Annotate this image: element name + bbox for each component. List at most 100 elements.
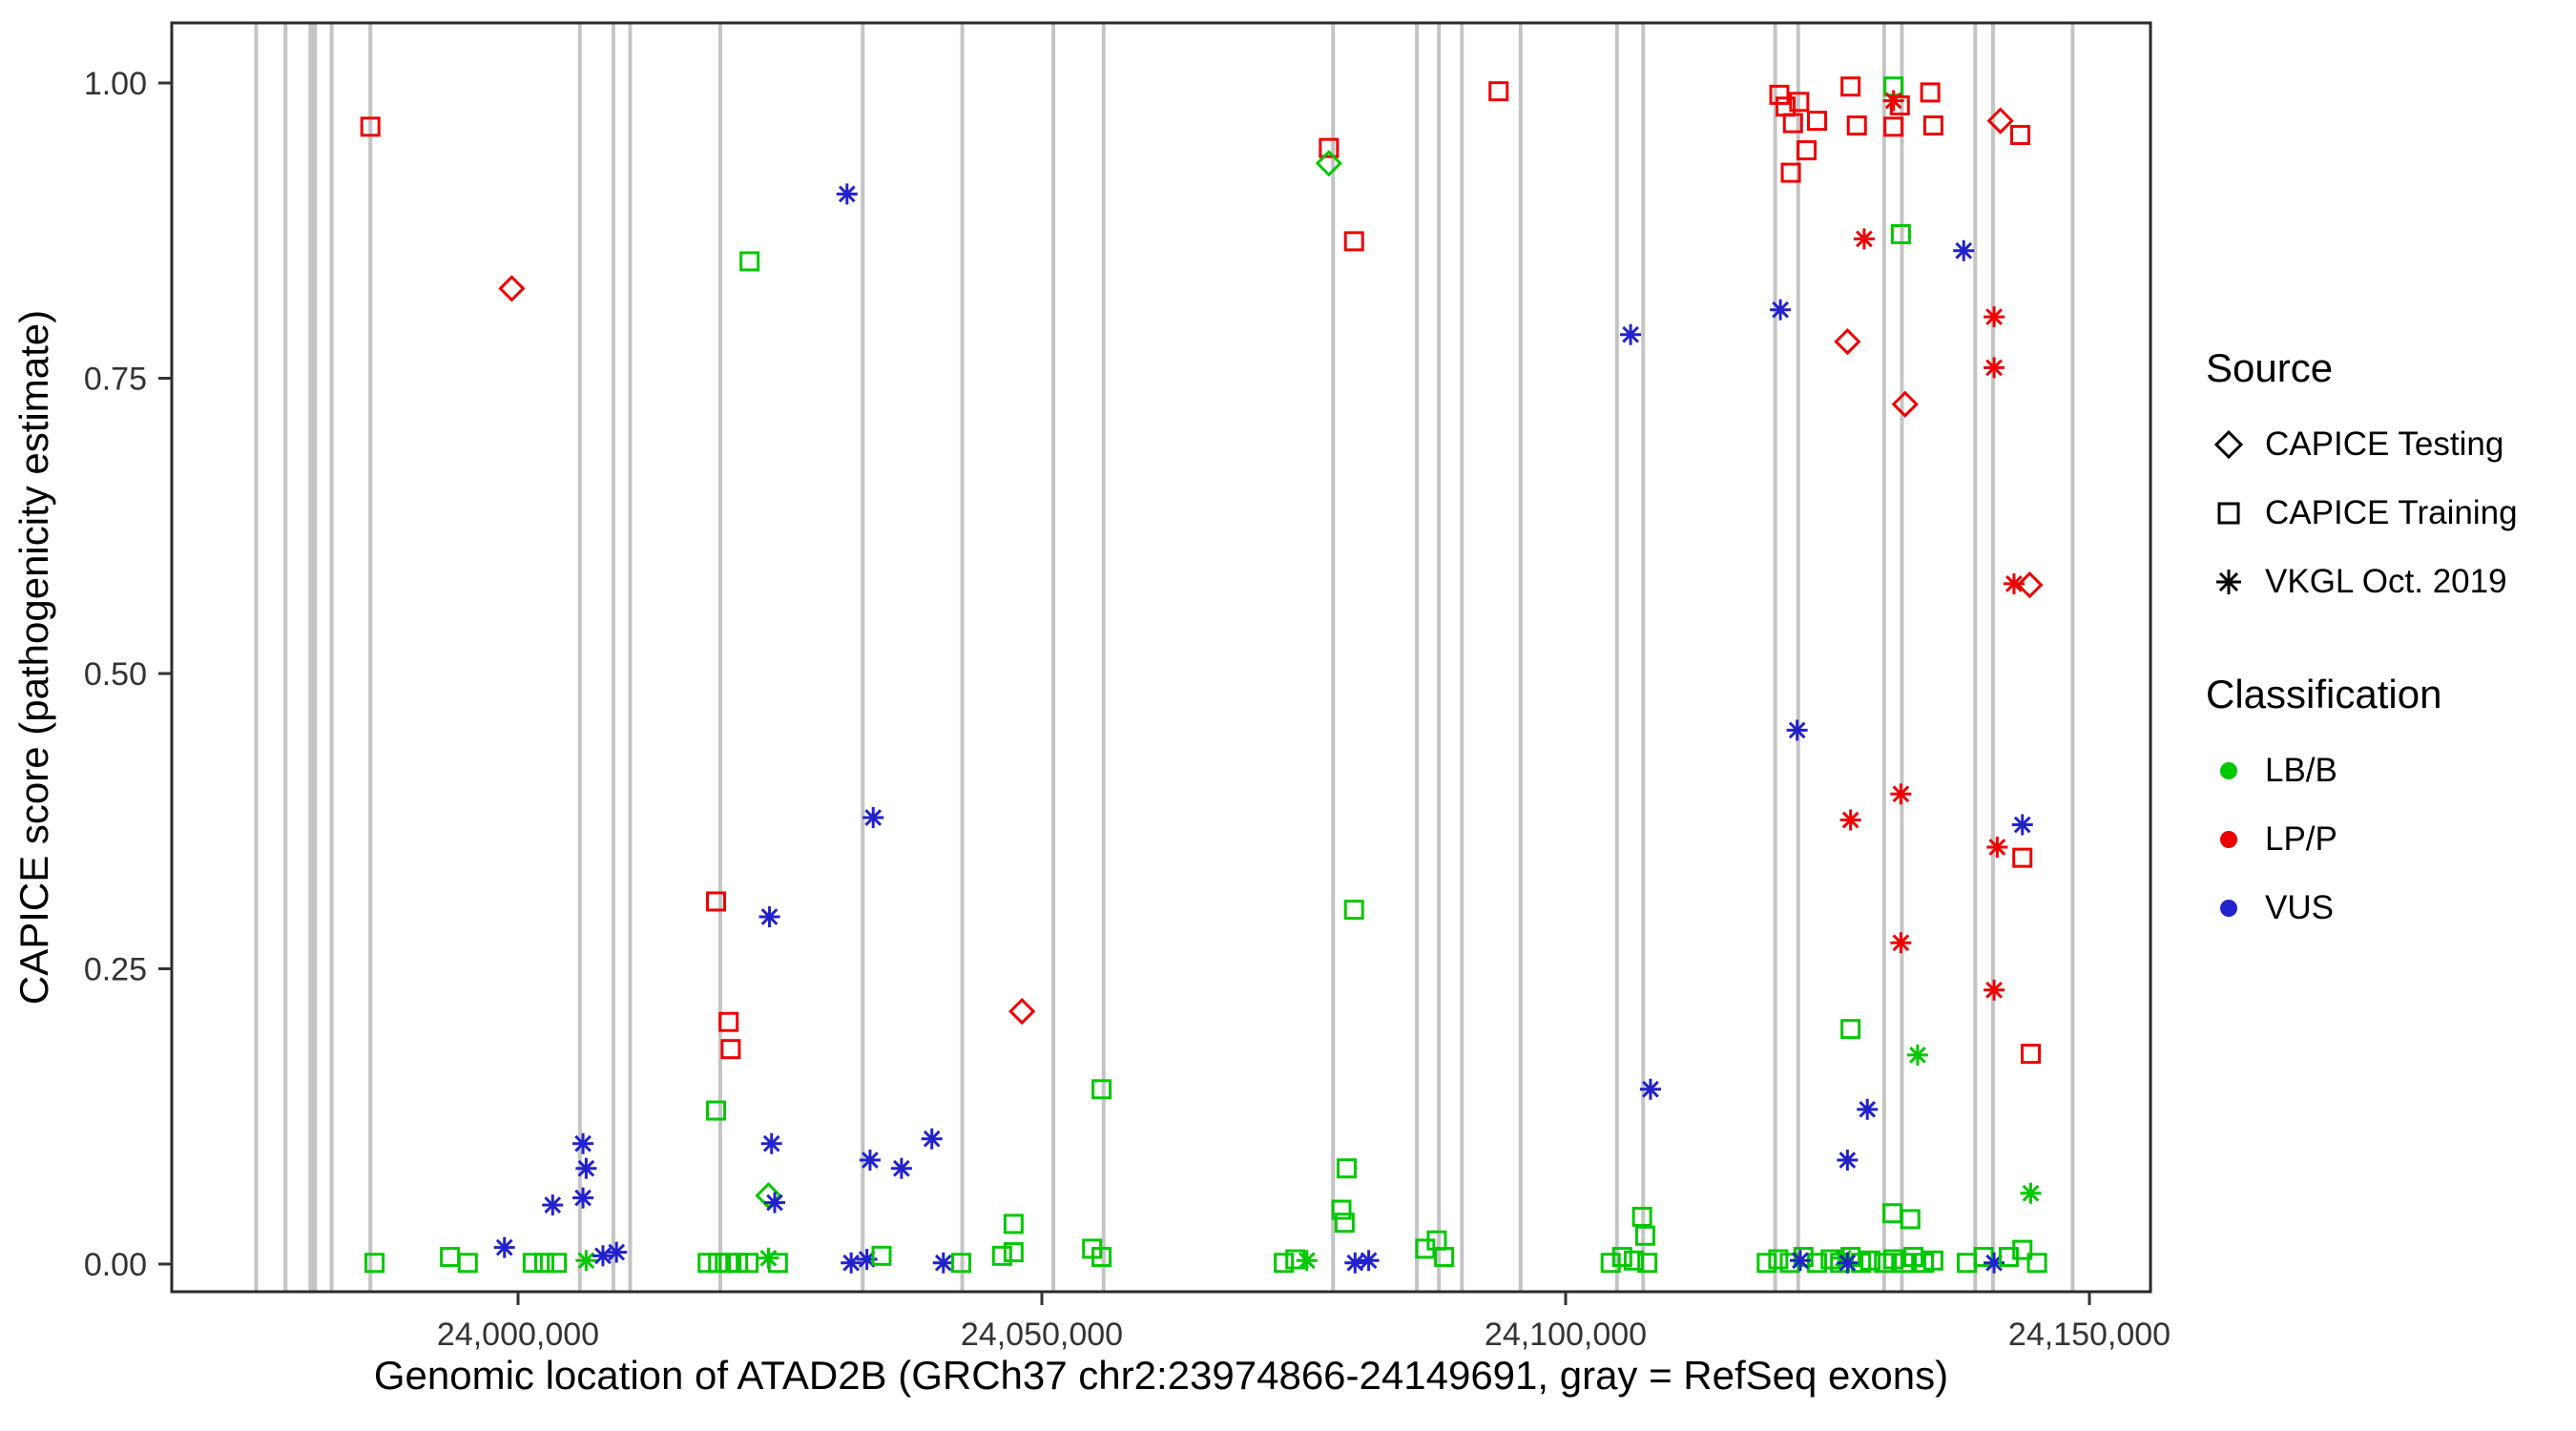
point-asterisk xyxy=(1639,1078,1661,1100)
y-tick-label: 1.00 xyxy=(84,66,147,102)
point-asterisk xyxy=(572,1187,594,1209)
legend-item-capice-training: CAPICE Training xyxy=(2206,479,2568,548)
point-square xyxy=(1319,137,1340,158)
point-square xyxy=(547,1253,568,1274)
point-square xyxy=(1922,115,1943,136)
point-asterisk xyxy=(1837,1150,1859,1172)
panel-border xyxy=(170,21,2152,1294)
point-asterisk xyxy=(1786,719,1808,741)
legend-item-lpp: LP/P xyxy=(2206,805,2568,874)
point-square xyxy=(1634,1225,1655,1246)
point-square xyxy=(2026,1253,2047,1274)
point-asterisk xyxy=(542,1194,564,1216)
point-asterisk xyxy=(1986,836,2008,858)
point-square xyxy=(1769,84,1790,105)
point-square xyxy=(697,1253,718,1274)
point-square xyxy=(1883,116,1904,137)
point-asterisk xyxy=(758,906,780,928)
x-tick-label: 24,050,000 xyxy=(961,1317,1123,1353)
point-square xyxy=(728,1253,749,1274)
point-square xyxy=(1807,1253,1828,1274)
point-diamond xyxy=(1986,107,2014,135)
point-square xyxy=(1003,1213,1024,1234)
point-square xyxy=(1631,1206,1652,1227)
point-square xyxy=(1780,162,1801,183)
point-square xyxy=(1600,1253,1621,1274)
point-asterisk xyxy=(575,1250,597,1272)
point-asterisk xyxy=(1344,1252,1366,1274)
axes-layer: 24,000,000 24,050,000 24,100,000 24,150,000… xyxy=(84,66,2171,1353)
point-square xyxy=(2012,1239,2033,1260)
legend-item-label: CAPICE Training xyxy=(2265,494,2518,531)
point-square xyxy=(739,251,760,272)
point-square xyxy=(2012,847,2033,868)
point-square xyxy=(1611,1247,1632,1268)
point-diamond xyxy=(2016,571,2044,599)
point-asterisk xyxy=(572,1132,594,1154)
point-square xyxy=(1782,113,1803,134)
point-asterisk xyxy=(493,1236,515,1258)
point-square xyxy=(1343,900,1364,921)
point-square xyxy=(1623,1250,1644,1271)
legend-item-vkgl: VKGL Oct. 2019 xyxy=(2206,548,2568,616)
point-asterisk xyxy=(932,1252,954,1274)
green-dot-icon xyxy=(2220,762,2237,779)
legend-group-classification: Classification LB/B LP/P VUS xyxy=(2206,670,2568,943)
legend-item-label: LB/B xyxy=(2265,752,2337,789)
point-square xyxy=(1274,1253,1295,1274)
point-asterisk xyxy=(1839,809,1861,831)
point-square xyxy=(1903,1247,1924,1268)
point-square xyxy=(991,1245,1012,1266)
point-square xyxy=(440,1247,461,1268)
point-asterisk xyxy=(841,1252,862,1274)
point-square xyxy=(738,1253,759,1274)
point-square xyxy=(1890,223,1911,244)
point-asterisk xyxy=(575,1157,597,1179)
point-square xyxy=(364,1253,385,1274)
legend-item-label: VKGL Oct. 2019 xyxy=(2265,563,2507,600)
point-asterisk xyxy=(1906,1044,1928,1066)
point-asterisk xyxy=(1984,357,2005,379)
point-square xyxy=(1882,1203,1903,1224)
point-square xyxy=(360,116,381,137)
point-asterisk xyxy=(1882,90,1904,112)
point-asterisk xyxy=(764,1192,786,1213)
point-asterisk xyxy=(1890,932,1912,954)
diamond-icon xyxy=(2213,429,2244,460)
point-square xyxy=(1337,1158,1358,1179)
legend-group-source: Source CAPICE Testing CAPICE Training xyxy=(2206,343,2568,616)
point-square xyxy=(1334,1213,1355,1234)
point-asterisk xyxy=(1358,1250,1380,1272)
point-asterisk xyxy=(1837,1252,1859,1274)
data-points-layer xyxy=(360,76,2047,1274)
point-square xyxy=(1003,1242,1024,1263)
red-dot-icon xyxy=(2220,831,2237,848)
point-asterisk xyxy=(836,183,858,205)
point-square xyxy=(1973,1247,1994,1268)
legend-item-vus: VUS xyxy=(2206,874,2568,943)
legend-classification-title: Classification xyxy=(2206,672,2442,716)
point-asterisk xyxy=(1984,306,2005,328)
point-square xyxy=(708,1253,729,1274)
point-square xyxy=(1488,81,1509,102)
x-tick-label: 24,000,000 xyxy=(437,1317,599,1353)
point-asterisk xyxy=(1789,1250,1811,1272)
y-tick-label: 0.75 xyxy=(84,362,147,398)
point-square xyxy=(1840,76,1861,97)
point-asterisk xyxy=(1857,1098,1879,1120)
point-asterisk xyxy=(921,1128,943,1150)
legend-item-label: LP/P xyxy=(2265,820,2337,858)
point-square xyxy=(1920,82,1941,103)
point-asterisk xyxy=(890,1157,912,1179)
point-asterisk xyxy=(859,1150,881,1172)
point-square xyxy=(1343,231,1364,252)
x-tick-label: 24,150,000 xyxy=(2008,1317,2171,1353)
point-diamond xyxy=(1891,390,1919,418)
asterisk-icon xyxy=(2216,570,2241,594)
point-square xyxy=(1957,1253,1978,1274)
point-square xyxy=(2010,124,2031,145)
point-square xyxy=(1768,1249,1789,1270)
y-tick-label: 0.25 xyxy=(84,952,147,988)
point-square xyxy=(522,1253,543,1274)
